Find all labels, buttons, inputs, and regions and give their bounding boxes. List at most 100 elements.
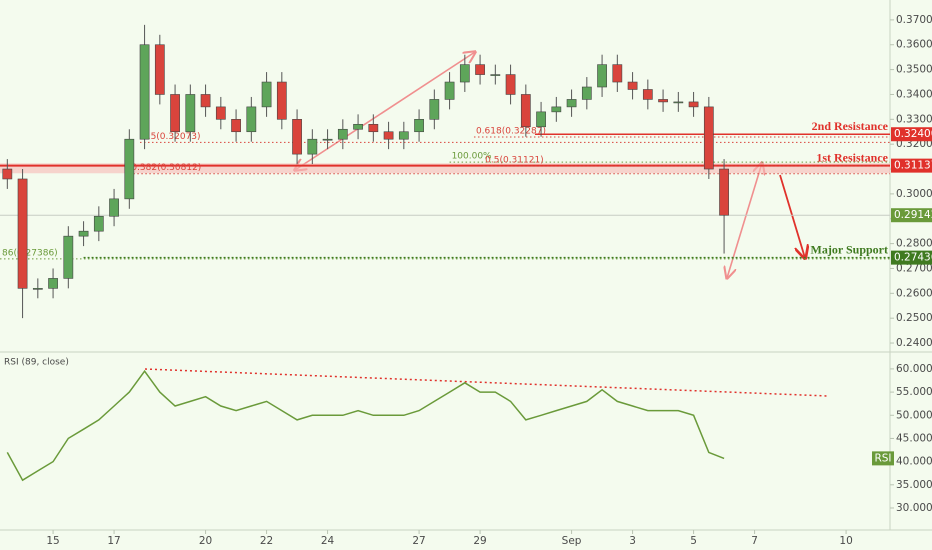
resistance-band xyxy=(0,163,890,174)
candle-body xyxy=(78,230,89,237)
candle-body xyxy=(322,138,333,141)
candle-body xyxy=(719,168,729,216)
candle-body xyxy=(185,94,196,133)
candle-body xyxy=(627,81,638,90)
candle-body xyxy=(444,81,455,100)
candle-body xyxy=(475,64,485,75)
candle-body xyxy=(398,131,409,140)
x-tick-label: 10 xyxy=(839,535,852,547)
x-tick-label: 22 xyxy=(260,535,273,547)
candle-body xyxy=(383,131,394,140)
last-price-badge xyxy=(891,208,932,223)
candle-body xyxy=(200,94,211,108)
candle-body xyxy=(429,99,440,120)
candle-body xyxy=(307,138,318,155)
candle-body xyxy=(231,119,241,133)
candle-body xyxy=(32,288,43,290)
x-tick-label: 29 xyxy=(473,535,486,547)
rsi-line xyxy=(6,369,725,482)
fib-label: 0.618(0.32287) xyxy=(476,127,546,137)
fib-label: 86(0.27386) xyxy=(2,248,58,258)
candle-body xyxy=(292,119,302,155)
candle-body xyxy=(124,138,135,200)
candle-body xyxy=(261,81,272,108)
rsi-badge-label: RSI xyxy=(874,452,891,464)
candle-body xyxy=(505,74,516,95)
candle-body xyxy=(368,123,379,133)
fib-label: 0.5(0.32073) xyxy=(142,132,201,142)
projection-arrow xyxy=(727,163,762,278)
x-tick-label: 15 xyxy=(46,535,59,547)
level-badge xyxy=(891,127,932,142)
level-badge-label: 0.31137 xyxy=(894,160,932,172)
candle-body xyxy=(353,123,363,130)
candle-body xyxy=(414,119,424,133)
candle-body xyxy=(170,94,180,133)
x-tick-label: 5 xyxy=(690,535,697,547)
level-badge xyxy=(891,158,932,173)
level-name: 2nd Resistance xyxy=(812,119,889,133)
candle-body xyxy=(642,89,653,100)
x-tick-label: Sep xyxy=(562,535,582,547)
candle-body xyxy=(139,44,150,140)
level-badge-label: 0.32400 xyxy=(894,128,932,140)
candle-body xyxy=(581,86,592,100)
candle-body xyxy=(2,168,13,180)
rsi-title: RSI (89, close) xyxy=(4,358,69,368)
candle-body xyxy=(597,64,607,88)
last-price-label: 0.29142 xyxy=(894,209,932,221)
candle-body xyxy=(93,215,104,232)
level-name: Major Support xyxy=(811,242,888,256)
level-badge-label: 0.27436 xyxy=(894,252,932,264)
candle-body xyxy=(337,128,348,140)
measure-arrow xyxy=(295,52,475,170)
x-tick-label: 3 xyxy=(629,535,636,547)
candle-body xyxy=(490,74,501,76)
candle-body xyxy=(703,106,714,170)
candle-body xyxy=(566,99,577,108)
fib-label: 0.5(0.31121) xyxy=(485,156,544,166)
candle-body xyxy=(459,64,470,83)
candle-body xyxy=(612,64,623,83)
candle-body xyxy=(673,101,684,104)
candle-body xyxy=(154,44,165,95)
level-badge xyxy=(891,250,932,265)
candle-body xyxy=(246,106,257,133)
target-arrow xyxy=(779,174,805,258)
x-tick-label: 20 xyxy=(199,535,212,547)
candle-body xyxy=(658,99,668,103)
fib-label: 0.382(0.30812) xyxy=(131,163,201,173)
candle-body xyxy=(17,178,28,289)
level-name: 1st Resistance xyxy=(816,150,888,164)
candle-body xyxy=(688,101,699,108)
x-tick-label: 24 xyxy=(321,535,335,547)
x-tick-label: 27 xyxy=(412,535,425,547)
candle-body xyxy=(276,81,287,120)
rsi-trendline xyxy=(144,368,829,397)
x-tick-label: 7 xyxy=(751,535,758,547)
candle-body xyxy=(551,106,562,113)
candle-body xyxy=(536,111,546,128)
candle-body xyxy=(215,106,226,120)
candle-body xyxy=(109,198,119,217)
fib-label: 100.00% xyxy=(452,152,492,162)
